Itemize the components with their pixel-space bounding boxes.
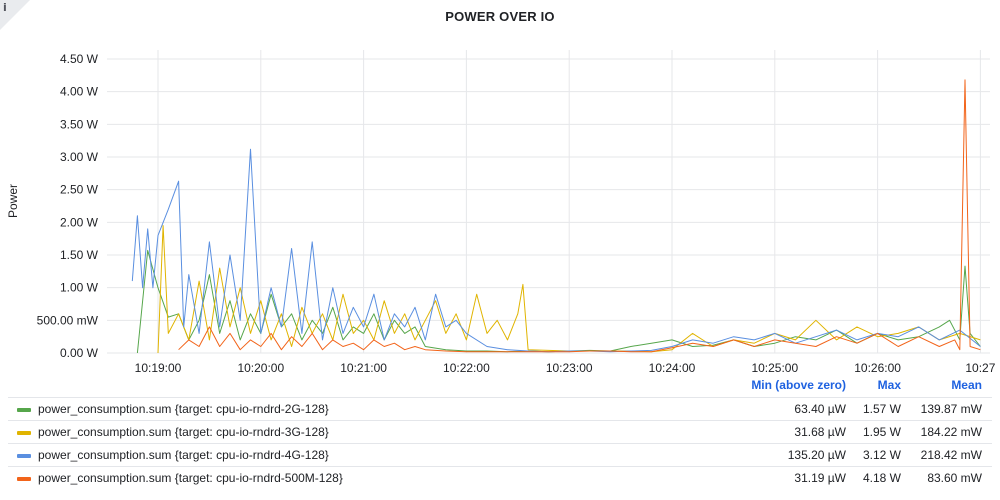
x-tick-label: 10:22:00	[443, 361, 490, 375]
x-axis-ticks: 10:19:00 10:20:00 10:21:00 10:22:00 10:23:00…	[135, 361, 996, 375]
y-tick-label: 2.50 W	[60, 183, 99, 197]
info-corner[interactable]	[0, 0, 30, 30]
legend-max-value: 1.57 W	[862, 402, 901, 416]
y-tick-label: 2.00 W	[60, 215, 99, 229]
legend-mean-value: 83.60 mW	[927, 471, 982, 485]
y-tick-label: 3.00 W	[60, 150, 99, 164]
x-tick-label: 10:25:00	[751, 361, 798, 375]
info-icon[interactable]: i	[3, 1, 7, 14]
x-tick-label: 10:23:00	[546, 361, 593, 375]
series-line[interactable]	[131, 148, 981, 353]
series-line[interactable]	[178, 79, 981, 353]
legend-max-value: 4.18 W	[862, 471, 901, 485]
legend-max-value: 3.12 W	[862, 448, 901, 462]
legend-mean-value: 184.22 mW	[920, 425, 982, 439]
series-swatch[interactable]	[17, 431, 31, 435]
series-line[interactable]	[136, 249, 981, 354]
y-tick-label: 4.50 W	[60, 52, 99, 66]
legend-row[interactable]: power_consumption.sum {target: cpu-io-rn…	[8, 420, 992, 443]
y-tick-label: 500.00 mW	[37, 313, 99, 327]
legend-series-name[interactable]: power_consumption.sum {target: cpu-io-rn…	[38, 425, 329, 439]
legend-mean-value: 218.42 mW	[920, 448, 982, 462]
x-tick-label: 10:24:00	[649, 361, 696, 375]
legend-series-name[interactable]: power_consumption.sum {target: cpu-io-rn…	[38, 402, 329, 416]
x-tick-label: 10:21:00	[340, 361, 387, 375]
grid	[107, 50, 990, 354]
y-tick-label: 0.00 W	[60, 346, 99, 360]
legend-row[interactable]: power_consumption.sum {target: cpu-io-rn…	[8, 397, 992, 420]
legend-min-value: 31.68 µW	[794, 425, 846, 439]
y-tick-label: 4.00 W	[60, 85, 99, 99]
legend-header-min[interactable]: Min (above zero)	[751, 378, 846, 392]
legend-row[interactable]: power_consumption.sum {target: cpu-io-rn…	[8, 443, 992, 466]
y-axis-ticks: 0.00 W 500.00 mW 1.00 W 1.50 W 2.00 W 2.50 W 3…	[37, 52, 99, 360]
x-tick-label: 10:27	[965, 361, 995, 375]
y-tick-label: 3.50 W	[60, 117, 99, 131]
legend-series-name[interactable]: power_consumption.sum {target: cpu-io-rn…	[38, 471, 343, 485]
series-lines	[131, 79, 981, 354]
legend-min-value: 135.20 µW	[787, 448, 846, 462]
series-swatch[interactable]	[17, 454, 31, 458]
x-tick-label: 10:26:00	[854, 361, 901, 375]
power-chart[interactable]: 0.00 W 500.00 mW 1.00 W 1.50 W 2.00 W 2.50 W 3…	[0, 0, 1000, 375]
legend-max-value: 1.95 W	[862, 425, 901, 439]
series-swatch[interactable]	[17, 477, 31, 481]
legend-series-name[interactable]: power_consumption.sum {target: cpu-io-rn…	[38, 448, 329, 462]
legend-header-mean[interactable]: Mean	[951, 378, 982, 392]
y-tick-label: 1.00 W	[60, 281, 99, 295]
legend-table: Min (above zero) Max Mean power_consumpt…	[8, 375, 992, 489]
legend-min-value: 31.19 µW	[794, 471, 846, 485]
legend-min-value: 63.40 µW	[794, 402, 846, 416]
legend-header: Min (above zero) Max Mean	[8, 375, 992, 397]
series-swatch[interactable]	[17, 408, 31, 412]
legend-row[interactable]: power_consumption.sum {target: cpu-io-rn…	[8, 466, 992, 489]
x-tick-label: 10:19:00	[135, 361, 182, 375]
legend-header-max[interactable]: Max	[877, 378, 901, 392]
panel-title: POWER OVER IO	[445, 9, 555, 24]
y-tick-label: 1.50 W	[60, 248, 99, 262]
legend-mean-value: 139.87 mW	[920, 402, 982, 416]
x-tick-label: 10:20:00	[237, 361, 284, 375]
